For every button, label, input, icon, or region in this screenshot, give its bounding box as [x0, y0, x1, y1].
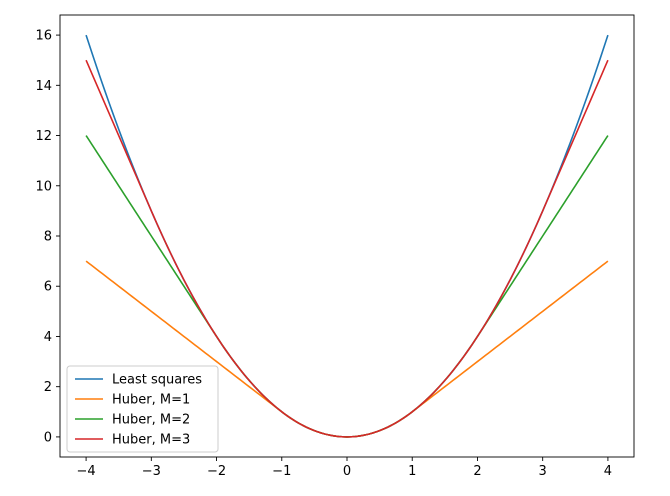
x-tick-label: −1 — [272, 464, 291, 479]
legend-label: Huber, M=3 — [112, 433, 190, 448]
y-tick-label: 12 — [35, 129, 52, 144]
y-tick-label: 14 — [35, 79, 52, 94]
x-tick-label: 0 — [343, 464, 351, 479]
legend-label: Least squares — [112, 373, 202, 388]
y-tick-label: 6 — [44, 280, 52, 295]
legend-box — [66, 365, 219, 453]
x-tick-label: −4 — [77, 464, 96, 479]
series-layer — [85, 34, 609, 438]
y-tick-label: 2 — [44, 380, 52, 395]
y-tick-label: 8 — [44, 230, 52, 245]
legend: Least squares Huber, M=1 Huber, M=2 Huber, … — [66, 365, 219, 453]
x-tick-label: −3 — [142, 464, 161, 479]
x-tick-label: 2 — [473, 464, 481, 479]
y-tick-label: 10 — [35, 179, 52, 194]
y-tick-label: 0 — [44, 430, 52, 445]
x-tick-label: −2 — [207, 464, 226, 479]
y-tick-label: 4 — [44, 330, 52, 345]
series-line-4 — [85, 59, 609, 438]
x-tick-label: 1 — [408, 464, 416, 479]
x-tick-label: 3 — [539, 464, 547, 479]
y-tick-label: 16 — [35, 29, 52, 44]
legend-label: Huber, M=2 — [112, 413, 190, 428]
x-tick-label: 4 — [604, 464, 612, 479]
legend-label: Huber, M=1 — [112, 393, 190, 408]
